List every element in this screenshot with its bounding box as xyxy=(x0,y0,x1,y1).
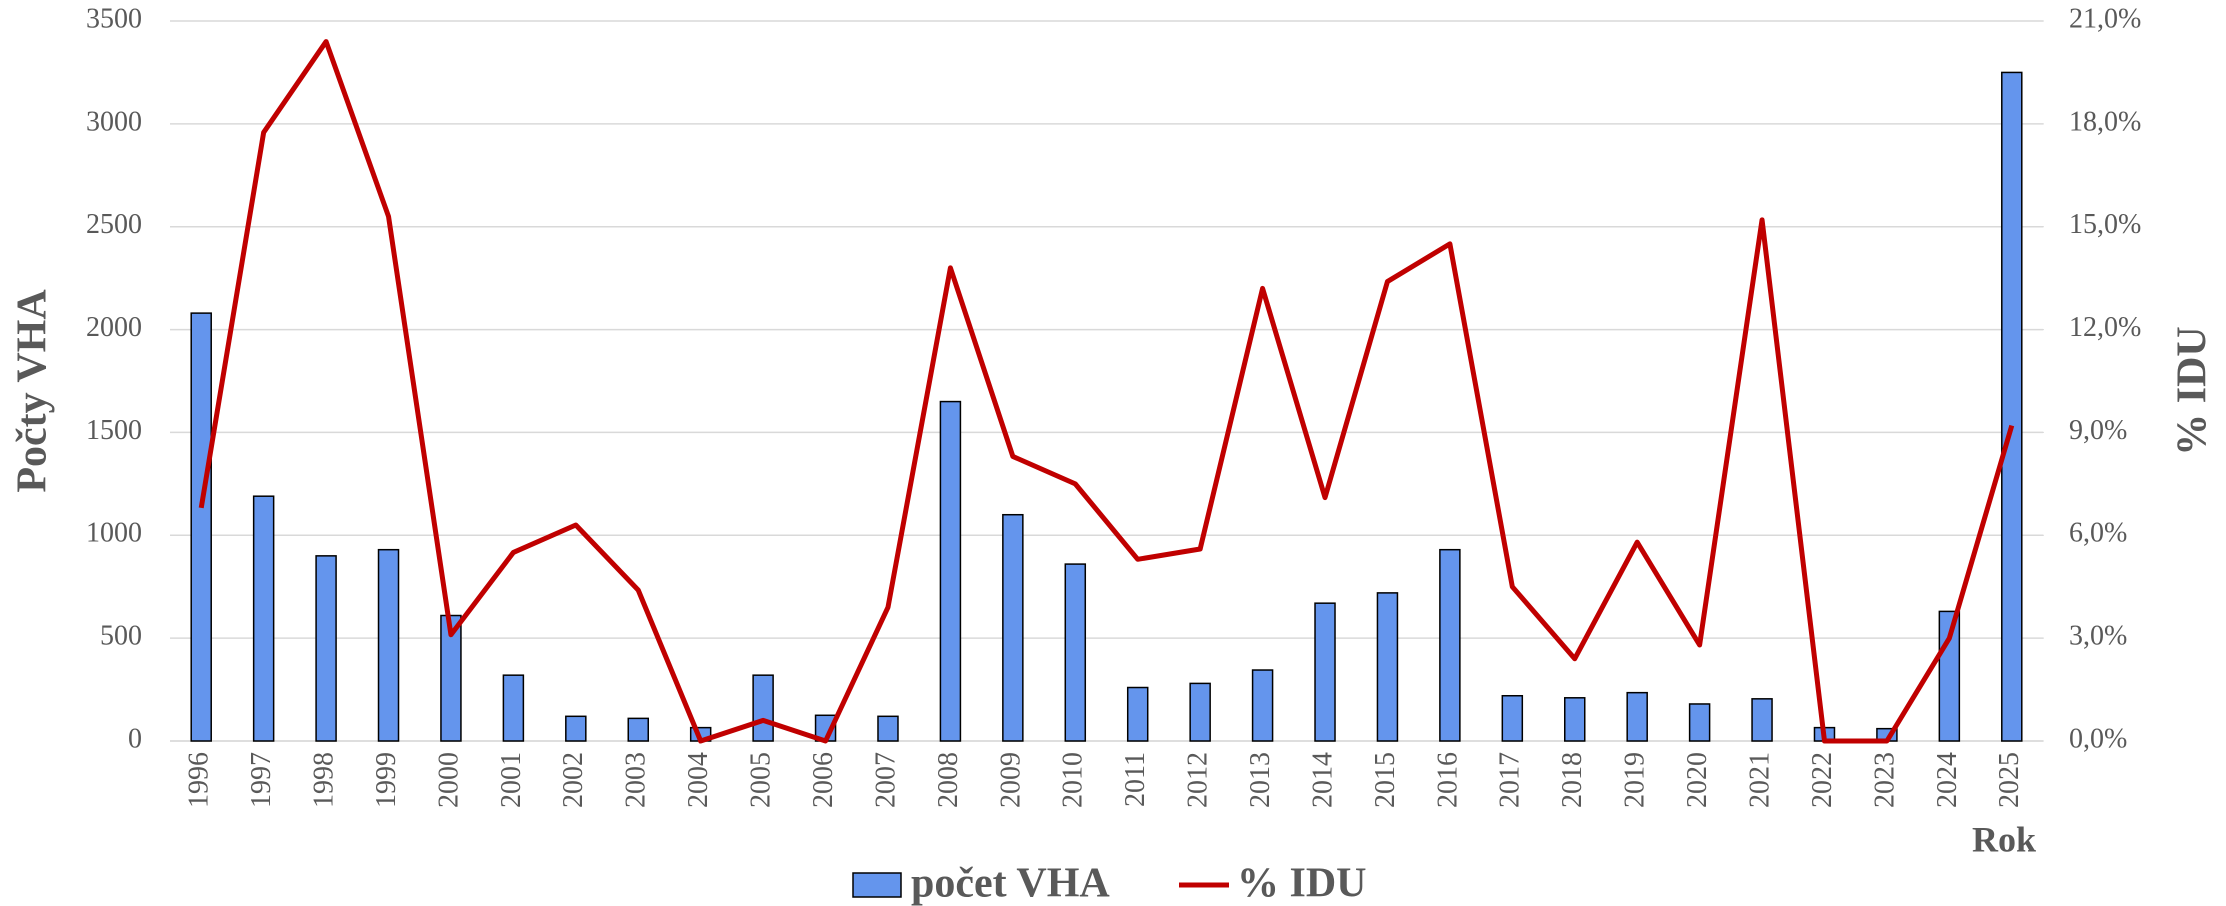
y2-tick-label: 12,0% xyxy=(2069,312,2141,343)
bar xyxy=(565,715,587,742)
x-tick-label: 2023 xyxy=(1869,752,1900,808)
x-tick-label: 2013 xyxy=(1245,752,1276,808)
x-tick-label: 2022 xyxy=(1807,752,1838,808)
bar xyxy=(1564,697,1586,742)
bar xyxy=(1439,548,1461,742)
y-tick-label: 2000 xyxy=(86,312,142,343)
x-tick-label: 2002 xyxy=(558,752,589,808)
x-tick-label: 2021 xyxy=(1744,752,1775,808)
bar xyxy=(2001,71,2023,742)
bar xyxy=(1002,513,1024,742)
y2-tick-label: 21,0% xyxy=(2069,3,2141,34)
legend-swatch xyxy=(852,872,902,898)
x-tick-label: 2012 xyxy=(1183,752,1214,808)
x-tick-label: 2014 xyxy=(1307,752,1338,808)
y2-tick-label: 15,0% xyxy=(2069,209,2141,240)
bar xyxy=(1189,682,1211,742)
y2-tick-label: 18,0% xyxy=(2069,106,2141,137)
x-axis-title: Rok xyxy=(1972,819,2036,859)
bar xyxy=(502,674,525,742)
x-tick-label: 2008 xyxy=(933,752,964,808)
x-tick-label: 2019 xyxy=(1620,752,1651,808)
bar xyxy=(877,715,899,742)
y-tick-label: 2500 xyxy=(86,209,142,240)
x-tick-label: 2015 xyxy=(1370,752,1401,808)
x-tick-label: 2024 xyxy=(1932,752,1963,808)
legend-label: počet VHA xyxy=(911,861,1110,906)
bar xyxy=(1314,602,1336,742)
bar xyxy=(752,674,774,742)
bar xyxy=(1626,691,1648,742)
x-tick-label: 2007 xyxy=(870,752,901,808)
bar xyxy=(1126,686,1149,742)
bar xyxy=(1751,698,1773,742)
y2-tick-label: 6,0% xyxy=(2069,518,2127,549)
x-tick-label: 2017 xyxy=(1495,752,1526,808)
x-tick-label: 1997 xyxy=(246,752,277,808)
x-tick-label: 2018 xyxy=(1557,752,1588,808)
x-tick-label: 2025 xyxy=(1994,752,2025,808)
bar xyxy=(939,400,962,742)
y-tick-label: 0 xyxy=(128,723,142,754)
x-tick-label: 2001 xyxy=(496,752,527,808)
bar xyxy=(190,312,212,742)
x-tick-label: 1998 xyxy=(309,752,340,808)
x-tick-label: 2011 xyxy=(1120,752,1151,807)
x-tick-label: 1999 xyxy=(371,752,402,808)
y-tick-label: 1000 xyxy=(86,518,142,549)
x-tick-label: 2003 xyxy=(621,752,652,808)
bar xyxy=(1251,669,1274,742)
y-tick-label: 3000 xyxy=(86,106,142,137)
x-tick-label: 2009 xyxy=(995,752,1026,808)
y-tick-label: 1500 xyxy=(86,415,142,446)
bar xyxy=(1501,694,1524,742)
bar xyxy=(627,717,649,742)
y-axis-title: Počty VHA xyxy=(10,289,56,493)
y2-axis-title: % IDU xyxy=(2170,326,2216,456)
y-tick-label: 3500 xyxy=(86,3,142,34)
x-tick-label: 2005 xyxy=(746,752,777,808)
bar xyxy=(1064,563,1087,742)
x-tick-label: 2004 xyxy=(683,752,714,808)
bar xyxy=(252,495,275,742)
legend-label: % IDU xyxy=(1237,861,1367,906)
bar xyxy=(315,555,337,742)
x-tick-label: 2000 xyxy=(433,752,464,808)
x-tick-label: 1996 xyxy=(184,752,215,808)
line xyxy=(198,39,2015,744)
x-tick-label: 2010 xyxy=(1058,752,1089,808)
y2-tick-label: 0,0% xyxy=(2069,723,2127,754)
x-tick-label: 2006 xyxy=(808,752,839,808)
y2-tick-label: 3,0% xyxy=(2069,621,2127,652)
bar xyxy=(1688,703,1711,742)
bar xyxy=(377,548,400,742)
x-tick-label: 2020 xyxy=(1682,752,1713,808)
bar xyxy=(1376,592,1399,742)
x-tick-label: 2016 xyxy=(1432,752,1463,808)
bar xyxy=(440,614,462,742)
y2-tick-label: 9,0% xyxy=(2069,415,2127,446)
y-tick-label: 500 xyxy=(100,621,142,652)
